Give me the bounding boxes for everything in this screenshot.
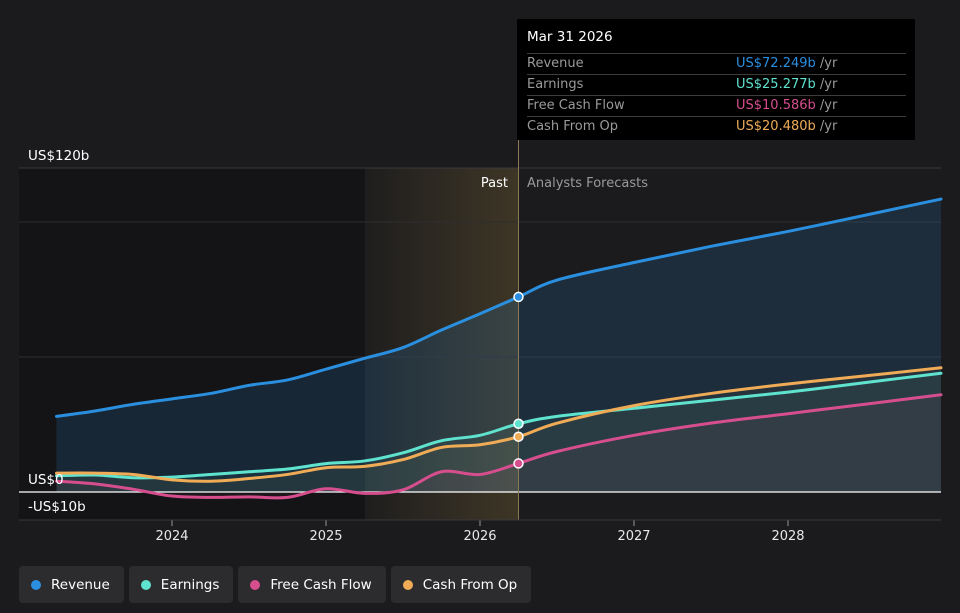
tooltip-row-revenue: Revenue US$72.249b /yr [527,54,906,75]
legend-item-cash-from-op[interactable]: Cash From Op [390,566,532,603]
legend-item-earnings[interactable]: Earnings [128,566,234,603]
legend-dot-icon [250,579,261,590]
tooltip-row-earnings: Earnings US$25.277b /yr [527,75,906,96]
legend-label: Cash From Op [422,576,518,593]
legend-dot-icon [31,579,41,590]
x-tick-label: 2024 [155,529,188,544]
tooltip-unit: /yr [819,56,838,71]
tooltip-date: Mar 31 2026 [527,27,906,54]
legend-item-free-cash-flow[interactable]: Free Cash Flow [238,566,386,603]
tooltip-value: US$20.480b [736,119,816,134]
revenue-marker[interactable] [513,291,524,303]
x-tick-label: 2028 [771,529,804,544]
tooltip-value: US$10.586b [736,98,816,113]
legend-label: Free Cash Flow [270,576,372,593]
free-cash-flow-area [56,394,941,498]
tooltip-unit: /yr [819,119,838,134]
tooltip-name: Free Cash Flow [527,98,625,113]
tooltip-unit: /yr [819,98,838,113]
x-tick-label: 2027 [617,529,650,544]
legend-label: Revenue [51,576,110,593]
tooltip: Mar 31 2026 Revenue US$72.249b /yr Earni… [517,19,915,140]
past-label: Past [481,176,508,191]
earnings-marker[interactable] [513,418,524,430]
legend-dot-icon [140,579,151,590]
revenue-area [56,199,941,493]
tooltip-row-fcf: Free Cash Flow US$10.586b /yr [527,96,906,117]
y-axis-bottom-label: -US$10b [28,499,86,515]
free-cash-flow-marker[interactable] [513,458,524,469]
past-dark-band [19,168,365,520]
y-axis-top-label: US$120b [28,148,89,164]
forecast-label: Analysts Forecasts [527,176,648,191]
legend: Revenue Earnings Free Cash Flow Cash Fro… [19,566,532,603]
revenue-line [55,197,943,418]
x-tick-label: 2025 [309,529,342,544]
tooltip-value: US$72.249b [736,56,816,71]
tooltip-name: Cash From Op [527,119,619,134]
legend-item-revenue[interactable]: Revenue [19,566,124,603]
tooltip-row-cfo: Cash From Op US$20.480b /yr [527,117,906,137]
tooltip-name: Revenue [527,56,584,71]
cash-from-op-marker[interactable] [513,431,524,442]
legend-dot-icon [402,579,413,590]
cash-from-op-line [55,366,943,483]
tooltip-name: Earnings [527,77,584,92]
legend-label: Earnings [160,576,220,593]
x-tick-label: 2026 [463,529,496,544]
tooltip-value: US$25.277b [736,77,816,92]
tooltip-unit: /yr [819,77,838,92]
earnings-area [56,373,941,492]
earnings-line [55,371,943,480]
y-axis-zero-label: US$0 [28,472,64,488]
free-cash-flow-line [55,393,943,500]
